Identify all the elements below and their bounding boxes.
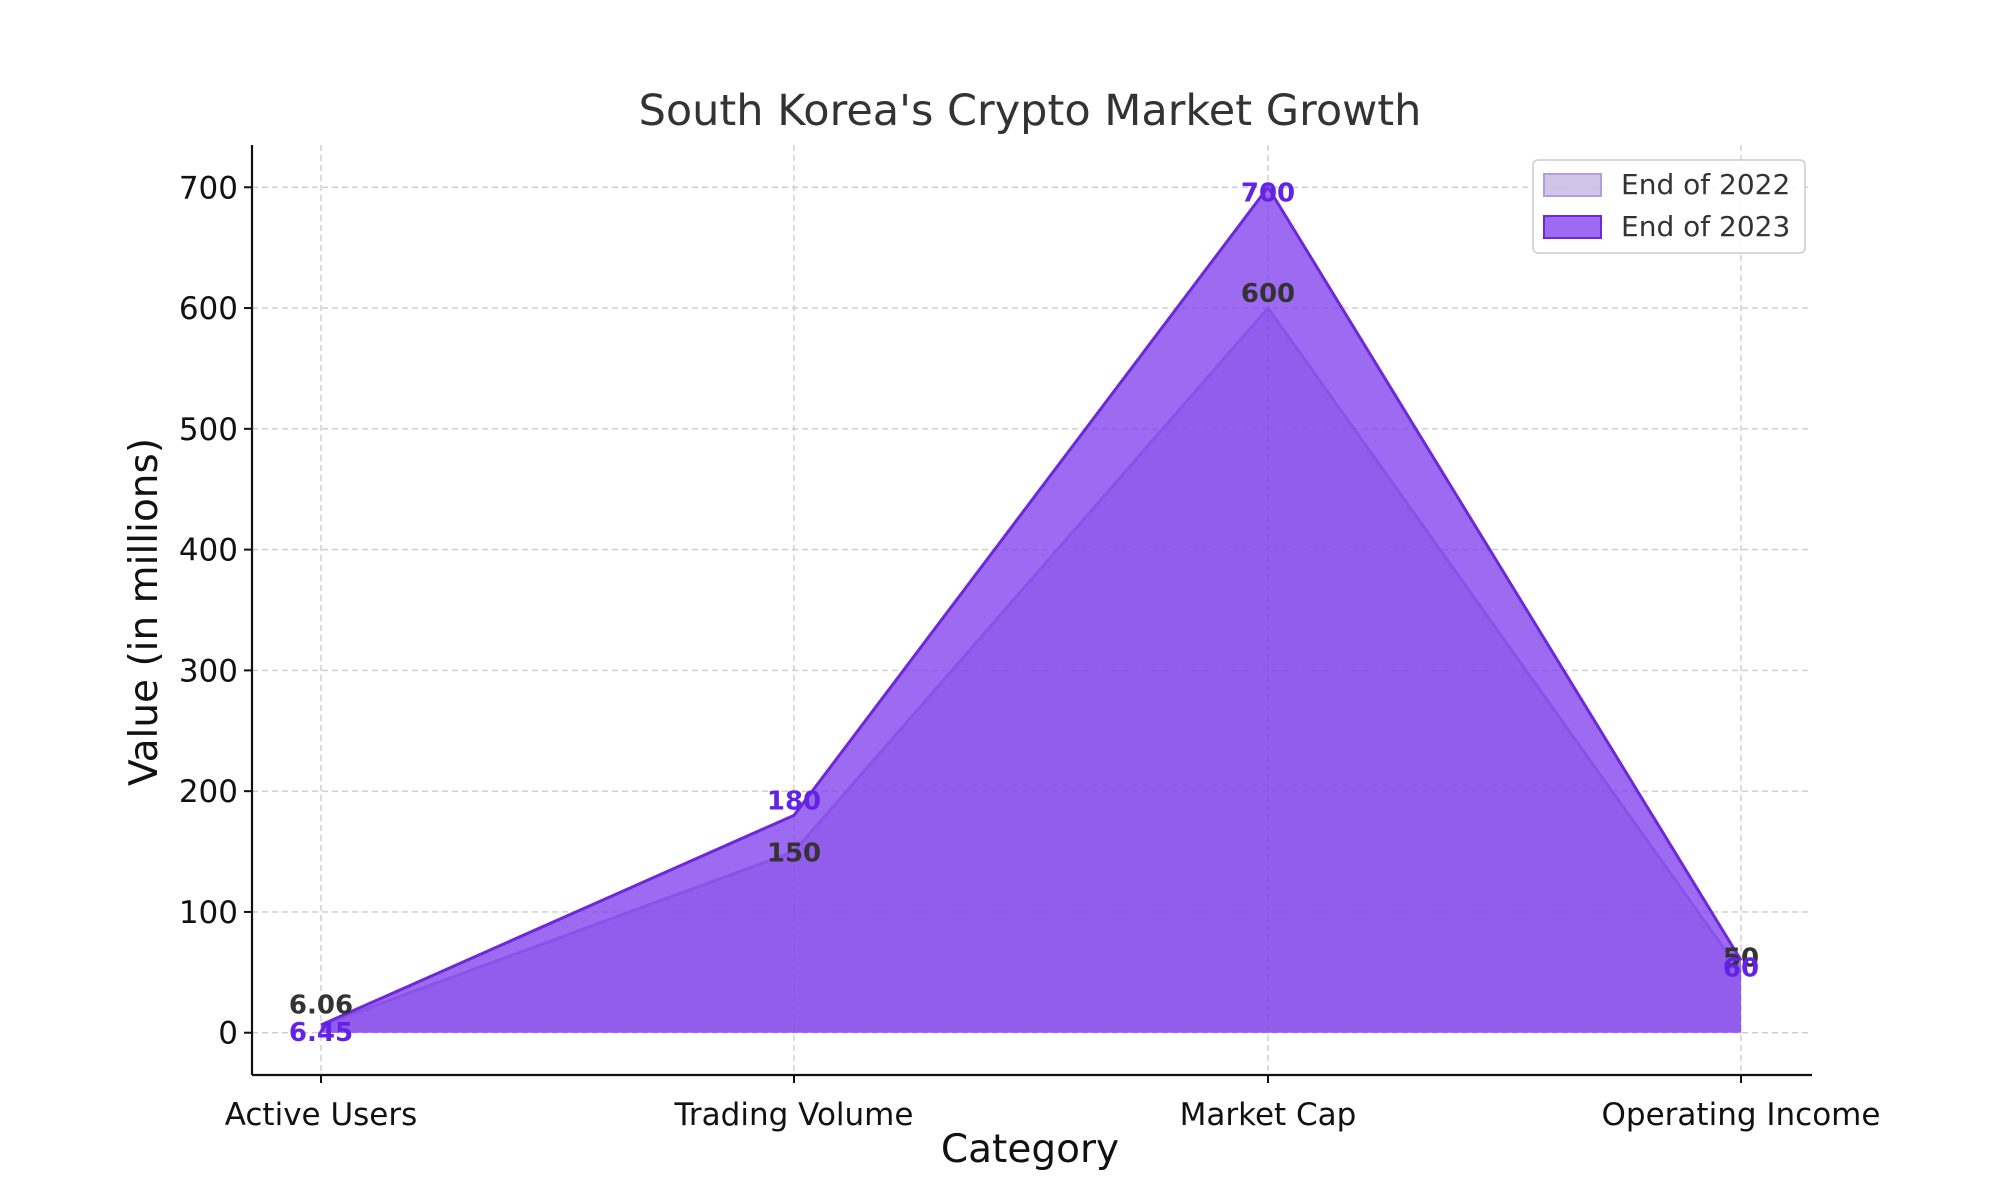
chart-title: South Korea's Crypto Market Growth: [639, 86, 1422, 136]
y-tick-label: 700: [179, 170, 238, 206]
data-label: 700: [1241, 178, 1295, 208]
series-areas: [320, 185, 1743, 1033]
y-tick-label: 400: [179, 533, 238, 569]
legend-swatch: [1543, 215, 1602, 239]
y-axis-title: Value (in millions): [122, 438, 167, 786]
legend: End of 2022 End of 2023: [1532, 159, 1806, 254]
legend-label: End of 2022: [1621, 168, 1790, 201]
line-series-1: [320, 185, 1743, 1027]
legend-swatch: [1543, 173, 1602, 197]
data-label: 6.06: [289, 990, 353, 1020]
data-label: 60: [1723, 953, 1759, 983]
x-tick-label: Active Users: [225, 1097, 418, 1133]
x-axis-title: Category: [941, 1127, 1119, 1172]
y-tick-label: 100: [179, 895, 238, 931]
data-label: 6.45: [289, 1018, 353, 1048]
y-tick-label: 200: [179, 774, 238, 810]
area-series-1: [321, 187, 1741, 1033]
axes: 0 100 200 300 400 500 600 700 Active Users Tradin…: [179, 145, 1881, 1133]
legend-label: End of 2023: [1621, 210, 1790, 243]
data-label: 50: [1723, 943, 1759, 973]
data-label: 180: [767, 786, 821, 816]
data-label: 600: [1241, 279, 1295, 309]
y-tick-label: 0: [218, 1016, 238, 1052]
y-tick-label: 300: [179, 653, 238, 689]
x-tick-label: Operating Income: [1602, 1097, 1881, 1133]
data-labels: 6.06 150 600 50 6.45 180 700 60: [289, 178, 1759, 1048]
x-tick-label: Trading Volume: [674, 1097, 914, 1133]
data-label: 150: [767, 839, 821, 869]
y-tick-label: 600: [179, 291, 238, 327]
x-tick-label: Market Cap: [1180, 1097, 1357, 1133]
y-tick-label: 500: [179, 412, 238, 448]
